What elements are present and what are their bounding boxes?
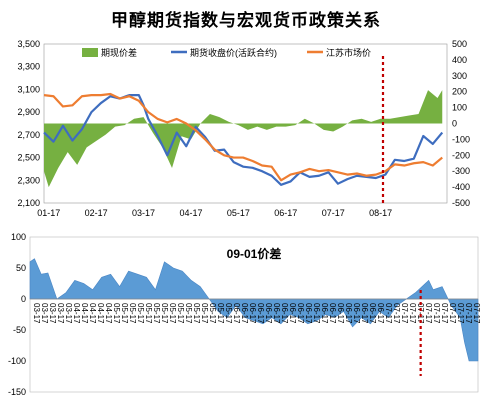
bottom-x-tick: 06-17 (336, 303, 345, 324)
left-axis-tick: 3,100 (17, 84, 40, 94)
right-axis-tick: -300 (452, 166, 470, 176)
bottom-x-tick: 05-17 (184, 303, 193, 324)
x-axis-tick: 07-17 (322, 208, 345, 218)
right-axis-tick: 400 (452, 55, 467, 65)
bottom-x-tick: 06-17 (320, 303, 329, 324)
bottom-x-tick: 07-17 (456, 303, 465, 324)
bottom-chart-title: 09-01价差 (227, 246, 282, 261)
bottom-x-tick: 05-17 (120, 303, 129, 324)
bottom-x-tick: 05-17 (112, 303, 121, 324)
bottom-x-tick: 06-17 (232, 303, 241, 324)
bottom-x-tick: 05-17 (176, 303, 185, 324)
bottom-series-area (29, 258, 479, 362)
bottom-y-tick: -150 (8, 387, 26, 397)
bottom-x-tick: 03-17 (64, 303, 73, 324)
bottom-x-tick: 07-17 (424, 303, 433, 324)
left-axis-tick: 2,100 (17, 198, 40, 208)
left-axis-tick: 2,500 (17, 153, 40, 163)
x-axis-tick: 06-17 (274, 208, 297, 218)
x-axis-tick: 03-17 (132, 208, 155, 218)
bottom-x-tick: 06-17 (304, 303, 313, 324)
bottom-x-tick: 06-17 (288, 303, 297, 324)
right-axis-tick: 500 (452, 39, 467, 49)
right-axis-tick: -500 (452, 198, 470, 208)
bottom-x-tick: 06-17 (248, 303, 257, 324)
legend-label-spread: 期现价差 (101, 47, 137, 58)
left-axis-tick: 2,300 (17, 175, 40, 185)
bottom-x-tick: 07-17 (400, 303, 409, 324)
bottom-x-tick: 06-17 (352, 303, 361, 324)
left-axis-tick: 2,700 (17, 130, 40, 140)
bottom-x-tick: 05-17 (224, 303, 233, 324)
bottom-x-tick: 04-17 (96, 303, 105, 324)
bottom-x-tick: 05-17 (136, 303, 145, 324)
bottom-x-tick: 05-17 (216, 303, 225, 324)
bottom-x-tick: 05-17 (128, 303, 137, 324)
bottom-x-tick: 05-17 (168, 303, 177, 324)
bottom-x-tick: 07-17 (392, 303, 401, 324)
x-axis-tick: 05-17 (227, 208, 250, 218)
bottom-x-tick: 05-17 (144, 303, 153, 324)
x-axis-tick: 02-17 (85, 208, 108, 218)
legend-label-futures: 期货收盘价(活跃合约) (190, 47, 277, 58)
bottom-y-tick: 100 (11, 232, 26, 242)
bottom-x-tick: 04-17 (88, 303, 97, 324)
bottom-x-tick: 05-17 (152, 303, 161, 324)
right-axis-tick: -200 (452, 150, 470, 160)
bottom-x-tick: 06-17 (368, 303, 377, 324)
left-axis-tick: 2,900 (17, 107, 40, 117)
bottom-x-tick: 05-17 (160, 303, 169, 324)
bottom-x-tick: 05-17 (208, 303, 217, 324)
bottom-x-tick: 03-17 (40, 303, 49, 324)
bottom-x-tick: 06-17 (296, 303, 305, 324)
legend-swatch-spread (82, 48, 98, 57)
left-axis-tick: 3,500 (17, 39, 40, 49)
x-axis-tick: 01-17 (37, 208, 60, 218)
right-axis-tick: 0 (452, 119, 457, 129)
bottom-y-tick: -100 (8, 356, 26, 366)
left-axis-tick: 3,300 (17, 62, 40, 72)
bottom-y-tick: -50 (13, 325, 26, 335)
bottom-x-tick: 07-17 (448, 303, 457, 324)
bottom-x-tick: 06-17 (328, 303, 337, 324)
bottom-x-tick: 06-17 (312, 303, 321, 324)
bottom-x-tick: 06-17 (264, 303, 273, 324)
bottom-x-tick: 04-17 (80, 303, 89, 324)
right-axis-tick: -400 (452, 182, 470, 192)
bottom-x-tick: 06-17 (360, 303, 369, 324)
x-axis-tick: 04-17 (179, 208, 202, 218)
bottom-x-tick: 06-17 (272, 303, 281, 324)
bottom-x-tick: 05-17 (200, 303, 209, 324)
bottom-x-tick: 06-17 (376, 303, 385, 324)
bottom-x-tick: 04-17 (104, 303, 113, 324)
bottom-x-tick: 07-17 (472, 303, 481, 324)
x-axis-tick: 08-17 (369, 208, 392, 218)
chart-title: 甲醇期货指数与宏观货币政策关系 (111, 11, 381, 30)
bottom-x-tick: 06-17 (280, 303, 289, 324)
right-axis-tick: -100 (452, 134, 470, 144)
bottom-x-tick: 06-17 (240, 303, 249, 324)
bottom-x-tick: 07-17 (440, 303, 449, 324)
bottom-x-tick: 03-17 (48, 303, 57, 324)
bottom-x-tick: 05-17 (192, 303, 201, 324)
bottom-y-tick: 50 (16, 263, 26, 273)
bottom-x-tick: 07-17 (384, 303, 393, 324)
bottom-y-tick: 0 (21, 294, 26, 304)
bottom-x-tick: 07-17 (416, 303, 425, 324)
bottom-x-tick: 07-17 (432, 303, 441, 324)
bottom-x-tick: 07-17 (408, 303, 417, 324)
right-axis-tick: 200 (452, 87, 467, 97)
bottom-x-tick: 03-17 (32, 303, 41, 324)
series-line-futures (43, 94, 444, 186)
bottom-x-tick: 06-17 (256, 303, 265, 324)
right-axis-tick: 100 (452, 103, 467, 113)
bottom-x-tick: 04-17 (72, 303, 81, 324)
series-line-jiangsu (43, 92, 443, 182)
bottom-x-tick: 03-17 (56, 303, 65, 324)
bottom-x-tick: 07-17 (464, 303, 473, 324)
legend-label-jiangsu: 江苏市场价 (326, 47, 371, 58)
bottom-x-tick: 06-17 (344, 303, 353, 324)
right-axis-tick: 300 (452, 71, 467, 81)
